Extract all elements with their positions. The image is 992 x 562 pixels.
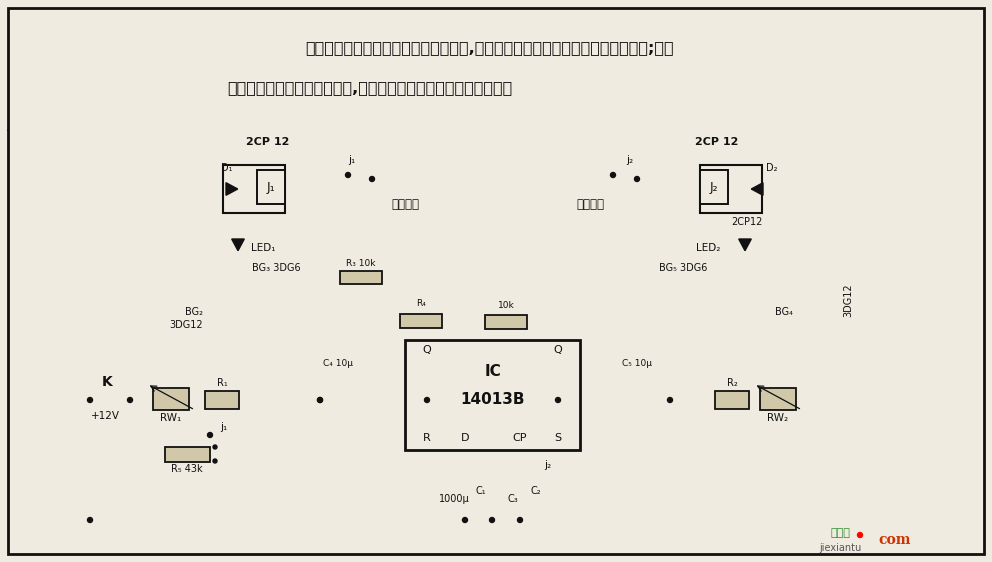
Circle shape — [317, 397, 322, 402]
Text: BG₃ 3DG6: BG₃ 3DG6 — [252, 263, 301, 273]
Circle shape — [857, 533, 862, 537]
Bar — [165, 447, 210, 462]
Circle shape — [610, 173, 615, 178]
Text: 3DG12: 3DG12 — [843, 283, 853, 317]
Text: 3DG12: 3DG12 — [170, 320, 203, 330]
Text: C₃: C₃ — [508, 494, 519, 504]
Bar — [153, 388, 189, 410]
Circle shape — [213, 445, 217, 449]
Bar — [340, 271, 382, 284]
Text: D₂: D₂ — [766, 163, 778, 173]
Circle shape — [518, 518, 523, 523]
Text: BG₅ 3DG6: BG₅ 3DG6 — [659, 263, 707, 273]
Circle shape — [489, 518, 494, 523]
Circle shape — [213, 459, 217, 463]
Text: 于正反向往复运动的机械控制,可使电动机按定时要求正反向运转。: 于正反向往复运动的机械控制,可使电动机按定时要求正反向运转。 — [227, 80, 513, 96]
Text: C₁: C₁ — [476, 486, 486, 496]
Circle shape — [369, 176, 375, 182]
Text: D₁: D₁ — [221, 163, 233, 173]
Circle shape — [635, 176, 640, 182]
Text: 2CP 12: 2CP 12 — [246, 137, 290, 147]
Polygon shape — [232, 239, 244, 251]
Polygon shape — [226, 183, 238, 196]
Text: LED₂: LED₂ — [695, 243, 720, 253]
Text: BG₂: BG₂ — [185, 307, 203, 317]
Circle shape — [668, 397, 673, 402]
Circle shape — [345, 173, 350, 178]
Circle shape — [87, 397, 92, 402]
Text: RW₁: RW₁ — [161, 413, 182, 423]
Bar — [715, 391, 749, 409]
Text: R₃ 10k: R₃ 10k — [346, 260, 376, 269]
Text: +12V: +12V — [90, 411, 119, 421]
Text: C₅ 10μ: C₅ 10μ — [622, 359, 652, 368]
Bar — [760, 388, 796, 410]
Bar — [700, 170, 728, 204]
Text: 1000μ: 1000μ — [439, 494, 470, 504]
Text: K: K — [101, 375, 112, 389]
Text: C₄ 10μ: C₄ 10μ — [323, 359, 353, 368]
Text: 10k: 10k — [498, 301, 515, 310]
Polygon shape — [739, 239, 751, 251]
Text: 被控开关: 被控开关 — [576, 198, 604, 211]
Text: 被控开关: 被控开关 — [391, 198, 419, 211]
Text: j₂: j₂ — [626, 155, 634, 165]
Text: j₂: j₂ — [545, 460, 552, 470]
Text: J₂: J₂ — [709, 180, 718, 193]
Text: j₁: j₁ — [220, 422, 227, 432]
Text: D: D — [460, 433, 469, 443]
Text: www.家电维修技有限公司.com: www.家电维修技有限公司.com — [423, 283, 569, 297]
Text: Q: Q — [554, 345, 562, 355]
Text: BG₄: BG₄ — [775, 307, 793, 317]
Text: j₁: j₁ — [348, 155, 355, 165]
Text: 2CP12: 2CP12 — [731, 217, 763, 227]
Text: R₁: R₁ — [216, 378, 227, 388]
Text: J₁: J₁ — [267, 180, 276, 193]
Bar — [405, 340, 580, 450]
Bar — [223, 165, 285, 213]
Circle shape — [317, 397, 322, 402]
Circle shape — [425, 397, 430, 402]
Text: LED₁: LED₁ — [251, 243, 275, 253]
Text: 本电路可对两个开关进行顺次定时控制,控制时间可以从几秒到几十分内随意调节;若用: 本电路可对两个开关进行顺次定时控制,控制时间可以从几秒到几十分内随意调节;若用 — [306, 40, 675, 56]
Circle shape — [87, 518, 92, 523]
Bar — [485, 315, 527, 329]
Bar — [400, 314, 442, 328]
Text: R: R — [424, 433, 431, 443]
Bar — [205, 391, 239, 409]
Text: 2CP 12: 2CP 12 — [695, 137, 739, 147]
Text: 接线图: 接线图 — [830, 528, 850, 538]
Text: S: S — [555, 433, 561, 443]
Text: 14013B: 14013B — [460, 392, 525, 407]
Text: C₂: C₂ — [531, 486, 542, 496]
Text: R₂: R₂ — [726, 378, 737, 388]
Bar — [257, 170, 285, 204]
Circle shape — [556, 397, 560, 402]
Text: com: com — [879, 533, 912, 547]
Circle shape — [207, 433, 212, 437]
Text: R₄: R₄ — [416, 300, 426, 309]
Bar — [700, 165, 762, 213]
Text: CP: CP — [513, 433, 528, 443]
Text: Q: Q — [423, 345, 432, 355]
Polygon shape — [751, 183, 763, 196]
Text: IC: IC — [484, 365, 501, 379]
Text: R₅ 43k: R₅ 43k — [172, 464, 202, 474]
Circle shape — [128, 397, 133, 402]
Text: RW₂: RW₂ — [768, 413, 789, 423]
Text: jiexiantu: jiexiantu — [818, 543, 861, 553]
Circle shape — [462, 518, 467, 523]
